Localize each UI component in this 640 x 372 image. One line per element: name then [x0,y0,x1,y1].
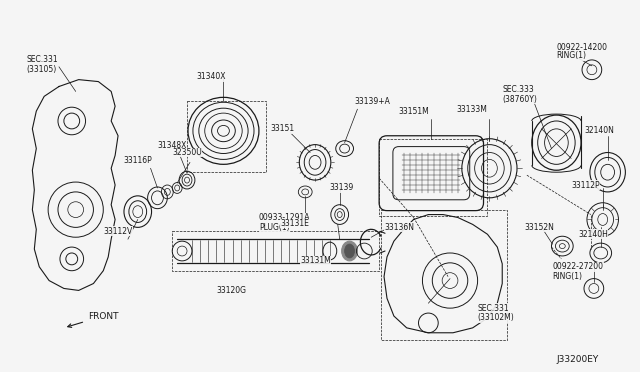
Text: 00933-1291A: 00933-1291A [259,213,310,222]
Text: (33102M): (33102M) [477,314,515,323]
Text: 33151M: 33151M [399,107,429,116]
Text: 33112P: 33112P [571,180,600,189]
Bar [381,210,507,340]
Text: SEC.333: SEC.333 [502,85,534,94]
Text: FRONT: FRONT [68,311,118,327]
Text: 33152N: 33152N [525,223,555,232]
Text: 32140N: 32140N [584,126,614,135]
Text: 33151: 33151 [271,124,295,134]
Text: 33139: 33139 [330,183,354,192]
Text: 31348X: 31348X [157,141,187,150]
Text: SEC.331: SEC.331 [477,304,509,312]
Text: 33120G: 33120G [216,286,246,295]
Text: 00922-14200: 00922-14200 [556,43,607,52]
Bar [172,231,379,271]
Text: 33136N: 33136N [384,223,414,232]
Text: J33200EY: J33200EY [556,355,598,364]
Text: 33131M: 33131M [300,256,331,265]
Ellipse shape [342,241,357,261]
Text: 33139+A: 33139+A [355,97,390,106]
Text: RING(1): RING(1) [556,51,586,61]
Text: PLUG(1): PLUG(1) [259,223,289,232]
Text: (38760Y): (38760Y) [502,95,537,104]
Bar [187,101,266,172]
Text: 33112V: 33112V [103,227,132,236]
Bar [379,139,488,215]
Text: 32140H: 32140H [578,230,608,239]
Text: SEC.331: SEC.331 [26,55,58,64]
Text: 00922-27200: 00922-27200 [552,262,604,271]
Text: 32350U: 32350U [172,148,202,157]
Text: RING(1): RING(1) [552,272,582,281]
Ellipse shape [344,244,355,258]
Text: 31340X: 31340X [197,72,227,81]
Text: 33116P: 33116P [123,156,152,165]
Text: 33131E: 33131E [280,219,310,228]
Text: (33105): (33105) [26,65,57,74]
Text: 33133M: 33133M [456,105,487,114]
